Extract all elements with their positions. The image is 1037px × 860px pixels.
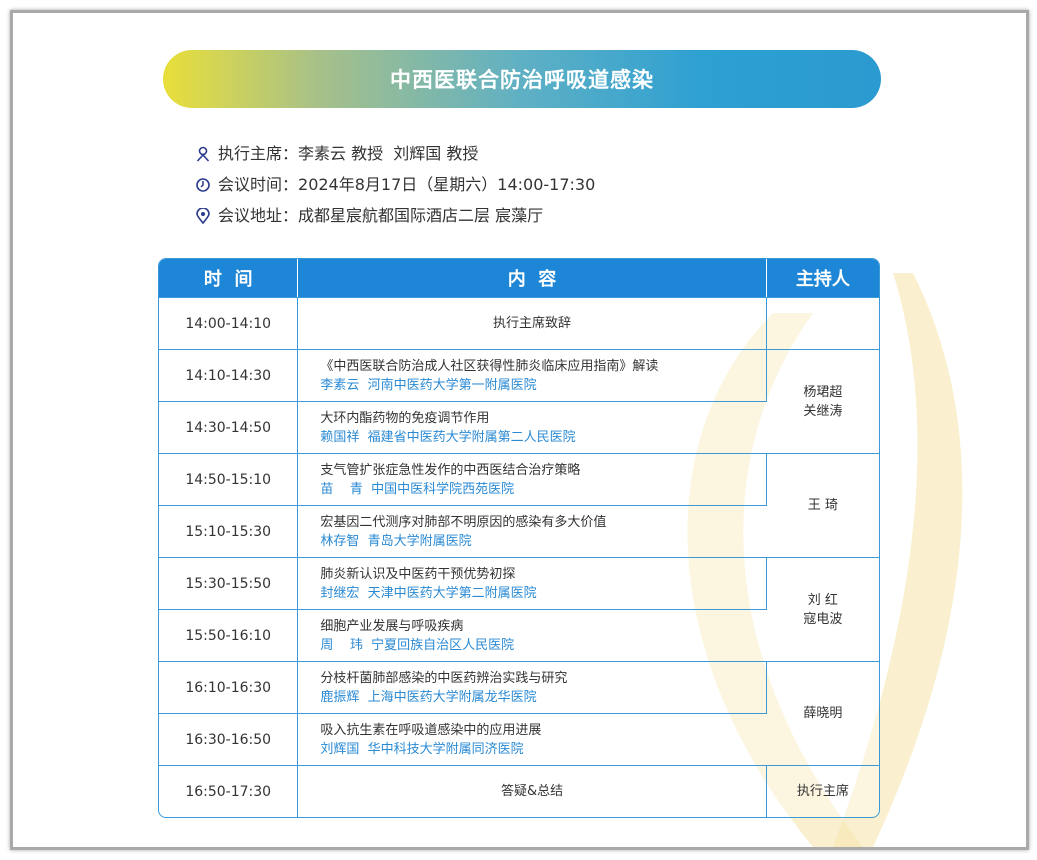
- content-cell: 《中西医联合防治成人社区获得性肺炎临床应用指南》解读 李素云 河南中医药大学第一附…: [298, 349, 767, 401]
- content-cell: 支气管扩张症急性发作的中西医结合治疗策略苗 青 中国中医科学院西苑医院: [298, 453, 767, 505]
- topic-text: 宏基因二代测序对肺部不明原因的感染有多大价值: [320, 514, 607, 530]
- topic-text: 细胞产业发展与呼吸疾病: [320, 618, 464, 634]
- location-info: 会议地址： 成都星宸航都国际酒店二层 宸藻厅: [196, 200, 595, 231]
- session-title-banner: 中西医联合防治呼吸道感染: [163, 50, 881, 108]
- speaker-text: 苗 青 中国中医科学院西苑医院: [320, 481, 515, 497]
- host-cell: [766, 297, 879, 349]
- table-header-row: 时 间 内 容 主持人: [159, 259, 879, 297]
- table-row: 16:10-16:30 分枝杆菌肺部感染的中医药辨治实践与研究 鹿振辉 上海中医药大…: [159, 661, 879, 721]
- location-pin-icon: [196, 207, 210, 224]
- topic-text: 执行主席致辞: [493, 316, 572, 331]
- host-cell: 薛晓明: [766, 661, 879, 765]
- time-cell: 16:50-17:30: [159, 765, 299, 817]
- host-cell: 杨珺超 关继涛: [766, 349, 879, 453]
- location-label: 会议地址：: [218, 206, 299, 225]
- table-row: 15:30-15:50 肺炎新认识及中医药干预优势初探 封继宏 天津中医药大学第二附…: [159, 557, 879, 627]
- speaker-text: 周 玮 宁夏回族自治区人民医院: [320, 637, 515, 653]
- time-cell: 14:30-14:50: [159, 401, 299, 453]
- table-row: 14:50-15:10 支气管扩张症急性发作的中西医结合治疗策略苗 青 中国中医科…: [159, 453, 879, 513]
- chair-info: 执行主席： 李素云 教授 刘辉国 教授: [196, 138, 595, 169]
- host-cell: 执行主席: [766, 765, 879, 817]
- content-cell: 执行主席致辞: [298, 297, 767, 349]
- content-cell: 分枝杆菌肺部感染的中医药辨治实践与研究 鹿振辉 上海中医药大学附属龙华医院: [298, 661, 767, 713]
- location-value: 成都星宸航都国际酒店二层 宸藻厅: [298, 206, 544, 225]
- content-cell: 宏基因二代测序对肺部不明原因的感染有多大价值 林存智 青岛大学附属医院: [298, 505, 767, 557]
- header-content: 内 容: [298, 259, 767, 297]
- time-label: 会议时间：: [218, 175, 299, 194]
- time-cell: 14:10-14:30: [159, 349, 299, 401]
- document-page: 中西医联合防治呼吸道感染 执行主席： 李素云 教授 刘辉国 教授 会议时间： 2…: [10, 10, 1029, 850]
- time-cell: 15:10-15:30: [159, 505, 299, 557]
- topic-text: 吸入抗生素在呼吸道感染中的应用进展: [320, 722, 542, 738]
- time-cell: 15:50-16:10: [159, 609, 299, 661]
- topic-text: 支气管扩张症急性发作的中西医结合治疗策略: [320, 462, 581, 478]
- time-cell: 14:00-14:10: [159, 297, 299, 349]
- topic-text: 答疑&总结: [500, 784, 564, 799]
- content-cell: 细胞产业发展与呼吸疾病周 玮 宁夏回族自治区人民医院: [298, 609, 767, 661]
- chair-value: 李素云 教授 刘辉国 教授: [298, 144, 479, 163]
- speaker-text: 李素云 河南中医药大学第一附属医院: [320, 377, 537, 393]
- content-cell: 大环内酯药物的免疫调节作用赖国祥 福建省中医药大学附属第二人民医院: [298, 401, 767, 453]
- content-cell: 答疑&总结: [298, 765, 767, 817]
- time-value: 2024年8月17日（星期六）14:00-17:30: [298, 175, 596, 194]
- content-cell: 肺炎新认识及中医药干预优势初探封继宏 天津中医药大学第二附属医院: [298, 557, 767, 609]
- host-cell: 王 琦: [766, 453, 879, 557]
- time-cell: 15:30-15:50: [159, 557, 299, 609]
- table-row: 16:50-17:30 答疑&总结 执行主席: [159, 765, 879, 817]
- person-icon: [196, 146, 210, 162]
- table-row: 14:10-14:30 《中西医联合防治成人社区获得性肺炎临床应用指南》解读 李素云…: [159, 349, 879, 419]
- speaker-text: 林存智 青岛大学附属医院: [320, 533, 472, 549]
- table-row: 15:50-16:10 细胞产业发展与呼吸疾病周 玮 宁夏回族自治区人民医院: [159, 609, 879, 661]
- topic-text: 肺炎新认识及中医药干预优势初探: [320, 566, 516, 582]
- speaker-text: 封继宏 天津中医药大学第二附属医院: [320, 585, 537, 601]
- schedule-body: 14:00-14:10 执行主席致辞 14:10-14:30 《中西医联合防治成人社区…: [159, 297, 879, 817]
- time-cell: 16:10-16:30: [159, 661, 299, 713]
- clock-icon: [196, 177, 210, 192]
- topic-text: 大环内酯药物的免疫调节作用: [320, 410, 490, 426]
- schedule-table: 时 间 内 容 主持人 14:00-14:10 执行主席致辞 14:10-14:30…: [158, 258, 880, 818]
- topic-text: 《中西医联合防治成人社区获得性肺炎临床应用指南》解读: [320, 358, 659, 374]
- chair-label: 执行主席：: [218, 144, 299, 163]
- table-row: 14:00-14:10 执行主席致辞: [159, 297, 879, 349]
- session-info: 执行主席： 李素云 教授 刘辉国 教授 会议时间： 2024年8月17日（星期六…: [196, 138, 595, 231]
- table-row: 14:30-14:50 大环内酯药物的免疫调节作用 赖国祥 福建省中医药大学附属第二…: [159, 401, 879, 453]
- header-time: 时 间: [159, 259, 299, 297]
- time-cell: 14:50-15:10: [159, 453, 299, 505]
- table-row: 16:30-16:50 吸入抗生素在呼吸道感染中的应用进展 刘辉国 华中科技大学附属…: [159, 713, 879, 765]
- speaker-text: 赖国祥 福建省中医药大学附属第二人民医院: [320, 429, 576, 445]
- content-cell: 吸入抗生素在呼吸道感染中的应用进展 刘辉国 华中科技大学附属同济医院: [298, 713, 767, 765]
- speaker-text: 刘辉国 华中科技大学附属同济医院: [320, 741, 524, 757]
- time-info: 会议时间： 2024年8月17日（星期六）14:00-17:30: [196, 169, 595, 200]
- topic-text: 分枝杆菌肺部感染的中医药辨治实践与研究: [320, 670, 568, 686]
- time-cell: 16:30-16:50: [159, 713, 299, 765]
- speaker-text: 鹿振辉 上海中医药大学附属龙华医院: [320, 689, 537, 705]
- header-host: 主持人: [766, 259, 879, 297]
- table-row: 15:10-15:30 宏基因二代测序对肺部不明原因的感染有多大价值 林存智 青岛大…: [159, 505, 879, 557]
- host-cell: 刘 红 寇电波: [766, 557, 879, 661]
